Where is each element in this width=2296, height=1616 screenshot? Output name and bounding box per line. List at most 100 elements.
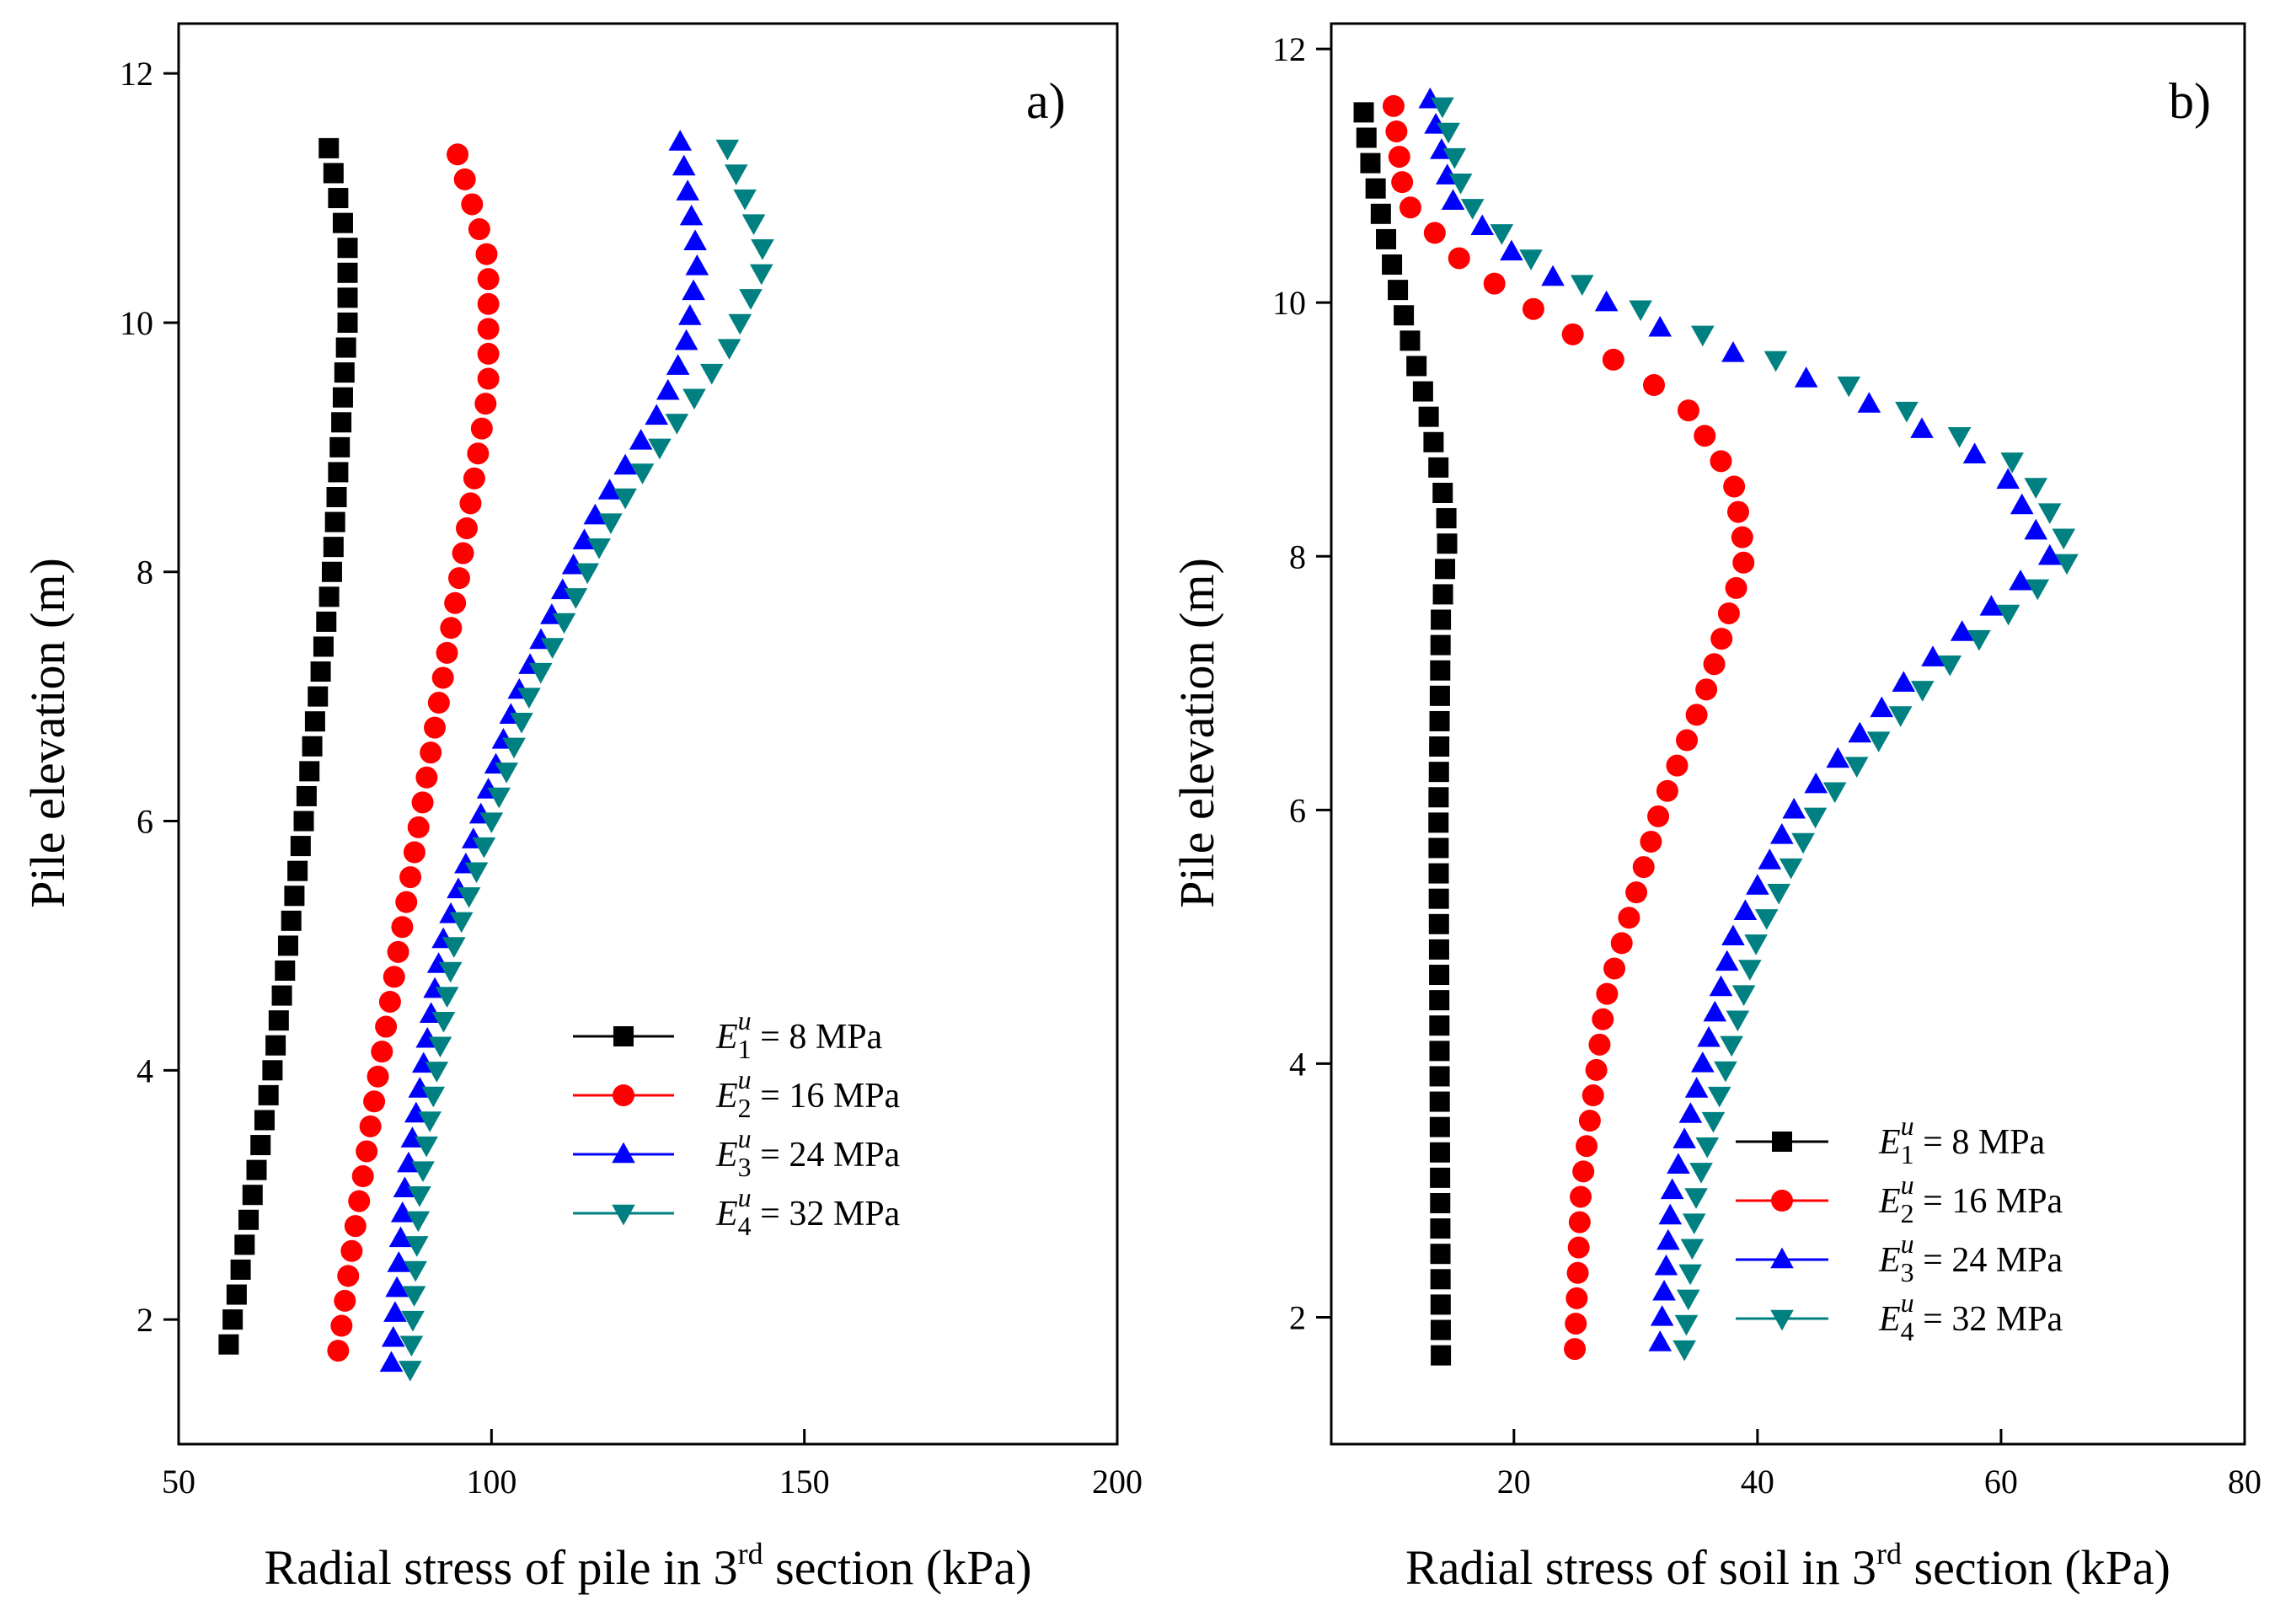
panel-b-series-2-point-23 bbox=[1666, 754, 1689, 777]
panel-b-series-1-point-37 bbox=[1418, 406, 1439, 427]
panel-a-series-2-point-16 bbox=[387, 940, 409, 963]
panel-a-legend-sub-1: 1 bbox=[738, 1034, 752, 1064]
panel-b-series-4-point-48 bbox=[1437, 122, 1460, 144]
panel-b-series-1-point-20 bbox=[1428, 837, 1449, 859]
panel-a-series-4-point-3 bbox=[402, 1286, 426, 1307]
panel-b-series-1-point-29 bbox=[1431, 609, 1452, 630]
panel-b-series-1-point-41 bbox=[1394, 305, 1415, 326]
panel-b-ytick-label-6: 6 bbox=[1289, 791, 1306, 829]
panel-b-legend-value-4: = 32 MPa bbox=[1914, 1300, 2063, 1339]
panel-b-series-3-point-8 bbox=[1672, 1127, 1696, 1148]
panel-a-series-4-point-27 bbox=[517, 688, 541, 709]
panel-a-series-2-point-41 bbox=[477, 318, 500, 340]
panel-a-legend-value-1: = 8 MPa bbox=[752, 1018, 883, 1057]
panel-b-series-3-point-3 bbox=[1654, 1254, 1678, 1276]
panel-b-series-2-point-7 bbox=[1572, 1160, 1595, 1183]
panel-a-series-4-point-47 bbox=[733, 189, 757, 211]
panel-b-series-1-point-33 bbox=[1436, 508, 1457, 529]
panel-a-series-3-point-34 bbox=[583, 503, 607, 525]
panel-a-legend-sup-4: u bbox=[738, 1182, 752, 1212]
panel-a-series-1-point-6 bbox=[242, 1185, 263, 1206]
panel-a-series-4-point-1 bbox=[399, 1335, 424, 1357]
panel-b-series-3-point-6 bbox=[1660, 1178, 1684, 1200]
panel-b-series-2-point-37 bbox=[1677, 399, 1699, 422]
panel-a-series-2-point-19 bbox=[399, 866, 422, 889]
panel-a-ytick-label-10: 10 bbox=[120, 304, 153, 342]
panel-a-ytick-label-8: 8 bbox=[136, 554, 153, 591]
panel-a-series-3-point-36 bbox=[613, 453, 637, 475]
panel-b-series-4-point-24 bbox=[1866, 731, 1891, 752]
panel-a-series-3-point-48 bbox=[672, 154, 696, 176]
panel-b-series-1-point-17 bbox=[1428, 913, 1449, 934]
panel-a-series-4-point-6 bbox=[406, 1211, 431, 1233]
panel-b-series-2-point-33 bbox=[1726, 500, 1749, 523]
panel-b-series-4-point-14 bbox=[1731, 985, 1756, 1006]
panel-b-series-1-point-39 bbox=[1406, 356, 1427, 377]
panel-b-series-1-point-35 bbox=[1428, 457, 1449, 478]
panel-a-series-2-point-26 bbox=[427, 692, 450, 714]
panel-b-series-4 bbox=[1431, 97, 2079, 1362]
panel-a-series-1-point-4 bbox=[234, 1234, 255, 1255]
panel-b-ytick-label-2: 2 bbox=[1289, 1298, 1306, 1336]
panel-a-series-1-point-16 bbox=[277, 935, 298, 956]
panel-b-series-1-point-9 bbox=[1429, 1116, 1450, 1137]
panel-b-series-2-point-1 bbox=[1565, 1312, 1587, 1335]
panel-b-series-3-point-5 bbox=[1658, 1203, 1683, 1225]
panel-b-series-4-point-22 bbox=[1822, 782, 1847, 804]
panel-b-series-1-point-5 bbox=[1430, 1218, 1451, 1239]
panel-a-marks bbox=[218, 130, 774, 1382]
panel-a-series-1-point-25 bbox=[304, 711, 325, 732]
panel-a-legend-marker-4 bbox=[612, 1204, 635, 1226]
panel-b-series-3-point-31 bbox=[2037, 543, 2062, 565]
panel-a-series-1 bbox=[218, 137, 358, 1355]
panel-b-series-4-point-39 bbox=[1763, 350, 1788, 372]
panel-b-series-1-point-23 bbox=[1428, 762, 1449, 783]
panel-b-series-2-point-20 bbox=[1640, 830, 1662, 853]
panel-a-series-3-point-8 bbox=[397, 1151, 420, 1173]
panel-a-ytick-label-2: 2 bbox=[136, 1301, 153, 1339]
panel-b-series-1-point-30 bbox=[1432, 584, 1453, 605]
panel-b-legend-marker-2 bbox=[1771, 1190, 1793, 1212]
panel-b-series-1-point-49 bbox=[1353, 102, 1374, 123]
panel-b-series-1-point-42 bbox=[1388, 280, 1409, 301]
panel-b-series-2-point-26 bbox=[1695, 678, 1718, 701]
panel-a-series-1-point-39 bbox=[334, 362, 355, 383]
panel-b-series-1-point-18 bbox=[1428, 888, 1449, 909]
panel-a-series-2-point-25 bbox=[424, 716, 447, 739]
panel-a-series-4-point-8 bbox=[411, 1161, 435, 1183]
panel-b-series-1-point-3 bbox=[1430, 1269, 1451, 1290]
panel-b-legend-sup-4: u bbox=[1901, 1287, 1914, 1318]
panel-a-series-1-point-48 bbox=[318, 137, 340, 158]
panel-a-legend-sub-4: 4 bbox=[738, 1211, 752, 1241]
panel-a-series-4-point-2 bbox=[401, 1310, 425, 1332]
panel-b-legend-sup-3: u bbox=[1901, 1228, 1914, 1259]
panel-b-series-3-point-13 bbox=[1703, 1000, 1727, 1022]
panel-b-series-3-point-11 bbox=[1691, 1051, 1715, 1073]
panel-a-series-2-point-3 bbox=[337, 1265, 360, 1287]
panel-a-series-3-point-5 bbox=[388, 1226, 413, 1248]
panel-a-series-1-point-5 bbox=[238, 1209, 260, 1230]
panel-b-series-1-point-1 bbox=[1430, 1319, 1451, 1340]
panel-b-series-2-point-18 bbox=[1625, 881, 1648, 904]
panel-a-series-3-point-4 bbox=[387, 1251, 411, 1272]
panel-b-series-1-point-11 bbox=[1429, 1066, 1450, 1087]
panel-b-series-2-point-24 bbox=[1676, 729, 1699, 752]
panel-a-series-2-point-1 bbox=[330, 1314, 353, 1337]
panel-a-series-2-point-24 bbox=[420, 741, 442, 764]
panel-a-series-2-point-7 bbox=[351, 1165, 374, 1188]
panel-a-series-4-point-37 bbox=[648, 438, 672, 460]
panel-a-series-3-point-44 bbox=[685, 254, 709, 276]
panel-a-series-1-point-40 bbox=[335, 337, 356, 358]
panel-a-series-1-point-36 bbox=[329, 436, 351, 458]
panel-b-series-1-point-47 bbox=[1360, 153, 1381, 174]
panel-a-series-1-point-44 bbox=[337, 238, 358, 259]
panel-b-series-4-point-30 bbox=[2026, 579, 2050, 601]
panel-a-legend-symbol-3: E bbox=[715, 1136, 738, 1175]
panel-a-ytick-label-4: 4 bbox=[136, 1051, 153, 1089]
panel-a-series-3-point-38 bbox=[645, 404, 669, 425]
panel-b-series-3-point-0 bbox=[1648, 1330, 1672, 1351]
panel-b-series-4-point-19 bbox=[1779, 858, 1803, 880]
